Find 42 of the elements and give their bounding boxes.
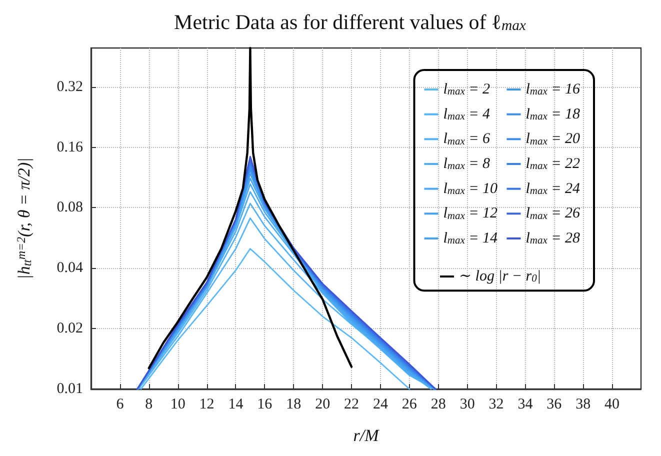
x-tick-label: 16 [257,396,273,412]
x-tick-label: 36 [546,396,562,412]
legend-label: lmax = 20 [526,131,580,148]
x-tick-label: 8 [145,396,153,412]
y-tick-label: 0.02 [56,320,83,337]
legend-label: lmax = 8 [443,156,491,172]
x-tick-label: 40 [604,396,620,412]
x-tick-label: 6 [116,396,124,412]
x-tick-label: 26 [402,396,418,412]
x-tick-label: 30 [460,396,475,412]
legend-label: lmax = 24 [526,180,580,197]
x-tick-label: 38 [576,396,591,412]
x-tick-label: 24 [372,396,388,412]
x-tick-label: 20 [315,396,330,412]
legend-label: lmax = 12 [443,206,498,222]
legend-label: ∼ log |r − r0| [458,268,541,285]
x-tick-label: 10 [170,396,186,412]
legend-label: lmax = 2 [443,82,491,98]
legend-label: lmax = 22 [526,156,580,172]
legend-label: lmax = 28 [526,230,580,247]
legend-label: lmax = 6 [443,131,491,148]
chart-title: Metric Data as for different values of ℓmax [174,10,526,34]
x-tick-label: 22 [344,396,360,412]
x-tick-label: 32 [488,396,504,412]
y-tick-label: 0.08 [56,200,83,216]
x-tick-label: 18 [286,396,302,412]
x-axis-title: r/M [353,426,380,445]
y-axis-title: |httm=2(r, θ = π/2)| [14,158,34,280]
y-tick-label: 0.01 [56,381,83,397]
legend-label: lmax = 26 [526,206,580,222]
y-tick-label: 0.32 [56,78,83,95]
x-tick-label: 14 [228,396,244,412]
legend-label: lmax = 4 [443,106,491,122]
x-tick-label: 12 [199,396,214,412]
legend-label: lmax = 10 [443,180,498,197]
legend-label: lmax = 16 [526,82,580,98]
legend-label: lmax = 14 [443,230,498,247]
legend-label: lmax = 18 [526,106,580,122]
y-tick-label: 0.04 [56,260,84,276]
x-tick-label: 28 [430,396,446,412]
y-tick-label: 0.16 [56,139,84,156]
x-tick-label: 34 [518,396,534,412]
